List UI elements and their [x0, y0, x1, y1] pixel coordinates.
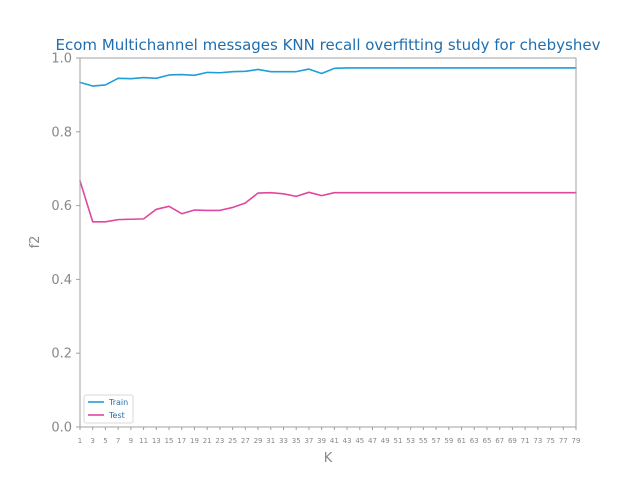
- x-tick-label: 63: [470, 437, 479, 445]
- series-line-train: [79, 67, 577, 87]
- chart-title: Ecom Multichannel messages KNN recall ov…: [56, 36, 601, 54]
- x-tick-label: 75: [546, 437, 555, 445]
- x-tick-label: 11: [139, 437, 148, 445]
- x-tick-label: 27: [241, 437, 250, 445]
- x-tick-label: 35: [292, 437, 301, 445]
- x-tick-label: 71: [521, 437, 530, 445]
- legend-label-test: Test: [108, 411, 125, 420]
- x-tick-label: 23: [215, 437, 224, 445]
- x-tick-label: 45: [355, 437, 364, 445]
- x-tick-label: 39: [317, 437, 326, 445]
- x-tick-label: 29: [254, 437, 263, 445]
- x-tick-label: 7: [116, 437, 120, 445]
- x-tick-label: 55: [419, 437, 428, 445]
- x-tick-label: 31: [266, 437, 275, 445]
- y-axis-label: f2: [28, 236, 43, 249]
- x-tick-label: 73: [533, 437, 542, 445]
- x-tick-label: 77: [559, 437, 568, 445]
- x-tick-label: 41: [330, 437, 339, 445]
- legend-label-train: Train: [108, 398, 128, 407]
- x-tick-label: 19: [190, 437, 199, 445]
- x-tick-label: 13: [152, 437, 161, 445]
- x-tick-label: 51: [393, 437, 402, 445]
- plot-frame: [79, 57, 577, 428]
- y-tick-label: 0.4: [51, 273, 72, 288]
- y-tick-label: 0.6: [51, 199, 72, 214]
- x-tick-label: 65: [483, 437, 492, 445]
- series-line-test: [79, 180, 577, 223]
- x-tick-label: 79: [572, 437, 581, 445]
- x-tick-label: 47: [368, 437, 377, 445]
- y-tick-label: 1.0: [51, 52, 72, 67]
- x-tick-label: 1: [78, 437, 82, 445]
- x-tick-label: 59: [444, 437, 453, 445]
- plot-area: 0.00.20.40.60.81.01 3 5 7 9 11 13 15 17 19 21 23 25 2…: [51, 52, 580, 446]
- legend: Train Test: [83, 394, 134, 424]
- y-tick-label: 0.2: [51, 347, 72, 362]
- x-tick-label: 21: [203, 437, 212, 445]
- x-tick-label: 15: [165, 437, 174, 445]
- x-tick-label: 61: [457, 437, 466, 445]
- x-tick-label: 3: [90, 437, 94, 445]
- x-tick-label: 5: [103, 437, 107, 445]
- x-tick-label: 17: [177, 437, 186, 445]
- x-tick-label: 49: [381, 437, 390, 445]
- x-axis-label: K: [324, 451, 333, 466]
- x-tick-label: 67: [495, 437, 504, 445]
- y-tick-label: 0.0: [51, 421, 72, 436]
- y-tick-label: 0.8: [51, 125, 72, 140]
- x-tick-label: 25: [228, 437, 237, 445]
- x-tick-label: 69: [508, 437, 517, 445]
- x-tick-label: 33: [279, 437, 288, 445]
- x-tick-label: 37: [304, 437, 313, 445]
- x-tick-label: 43: [343, 437, 352, 445]
- x-tick-label: 9: [129, 437, 133, 445]
- x-tick-label: 53: [406, 437, 415, 445]
- x-tick-label: 57: [432, 437, 441, 445]
